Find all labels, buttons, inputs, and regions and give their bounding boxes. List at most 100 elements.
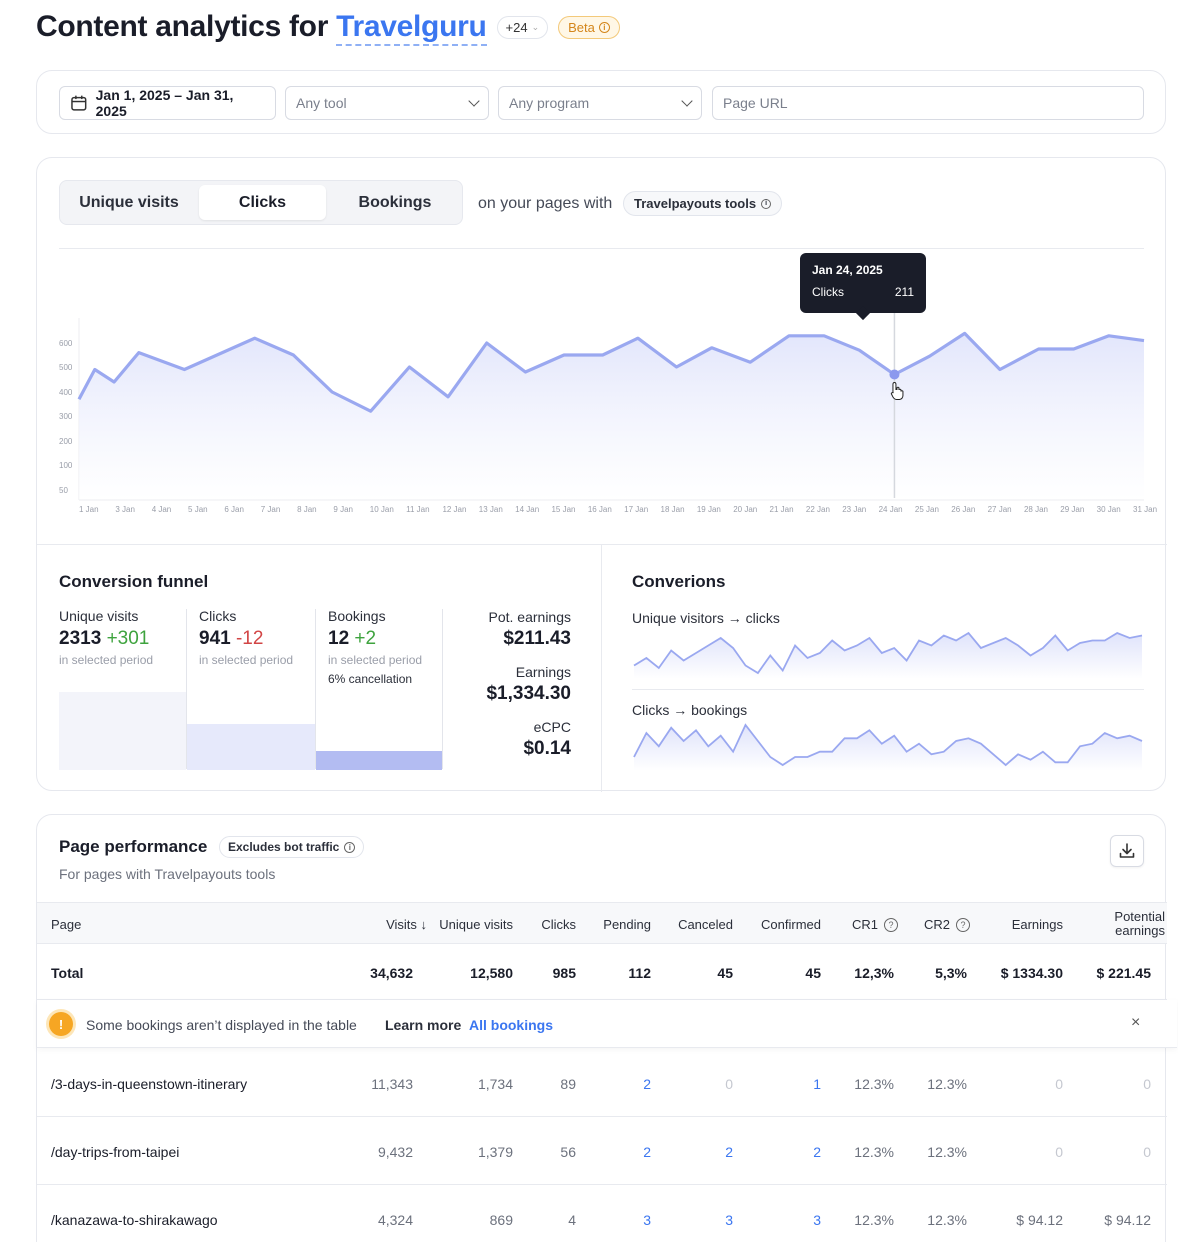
bot-traffic-pill[interactable]: Excludes bot traffic i [219,836,365,858]
row-page-link[interactable]: /kanazawa-to-shirakawago [51,1212,218,1228]
x-tick-label: 26 Jan [951,505,975,514]
x-tick-label: 10 Jan [370,505,394,514]
tab-unique-visits[interactable]: Unique visits [79,193,179,211]
ecpc-value: $0.14 [523,738,571,759]
col-clicks[interactable]: Clicks [541,917,576,932]
tooltip-value: 211 [894,285,914,299]
all-bookings-link[interactable]: All bookings [469,1017,553,1033]
download-button[interactable] [1110,835,1144,867]
pot-earnings-label: Pot. earnings [488,609,572,625]
col-cr1-label: CR1 [852,917,879,932]
tab-bookings[interactable]: Bookings [358,193,432,211]
program-select[interactable]: Any program [498,86,702,120]
x-tick-label: 5 Jan [188,505,208,514]
warning-icon: ! [49,1012,73,1036]
col-visits[interactable]: Visits ↓ [386,917,427,932]
learn-more-link[interactable]: Learn more [385,1017,462,1033]
row-visits: 11,343 [371,1076,413,1092]
total-row: Total 34,632 12,580 985 112 45 45 12,3% … [37,945,1167,1000]
x-tick-label: 24 Jan [879,505,903,514]
funnel-bookings-value: 12 +2 [328,628,422,650]
sparkline-line [633,631,1143,675]
funnel-title: Conversion funnel [59,572,209,591]
hover-point[interactable] [889,369,900,380]
tool-select[interactable]: Any tool [285,86,489,120]
brand-selector[interactable]: Travelguru [336,10,487,46]
x-tick-label: 15 Jan [551,505,575,514]
col-cr1[interactable]: CR1? [852,917,899,932]
funnel-visits-value: 2313 +301 [59,628,153,650]
tooltip-date: Jan 24, 2025 [812,263,883,277]
table-row[interactable]: /day-trips-from-taipei 9,432 1,379 56 2 … [37,1117,1167,1185]
page-url-input[interactable]: Page URL [712,86,1144,120]
help-icon[interactable]: ? [884,917,899,932]
row-pending[interactable]: 3 [643,1212,651,1228]
table-row[interactable]: /3-days-in-queenstown-itinerary 11,343 1… [37,1049,1167,1117]
row-earnings: 0 [1055,1076,1063,1092]
row-page-link[interactable]: /3-days-in-queenstown-itinerary [51,1076,248,1092]
more-sites-badge[interactable]: +24 ⌄ [496,15,549,39]
tools-pill[interactable]: Travelpayouts tools i [623,191,783,216]
visits-value: 2313 [59,628,102,649]
earnings: Earnings $1,334.30 [457,664,571,705]
performance-subtitle: For pages with Travelpayouts tools [59,866,276,882]
col-potential-earnings[interactable]: Potential earnings [1114,909,1165,938]
divider [315,609,316,769]
row-earnings: $ 94.12 [1016,1212,1063,1228]
info-icon[interactable]: i [598,21,610,33]
row-page-link[interactable]: /day-trips-from-taipei [51,1144,180,1160]
row-cr2: 12.3% [927,1076,967,1092]
performance-title: Page performance [59,837,208,856]
earnings-value: $1,334.30 [486,683,571,704]
col-unique-visits[interactable]: Unique visits [439,917,513,932]
row-cr1: 12.3% [854,1144,894,1160]
row-canceled[interactable]: 3 [725,1212,733,1228]
total-canceled: 45 [717,965,733,981]
x-tick-label: 8 Jan [297,505,317,514]
row-confirmed[interactable]: 2 [813,1144,821,1160]
funnel-bookings-label: Bookings [328,608,386,624]
pointer-cursor-icon [890,381,904,400]
page-title: Content analytics for Travelguru [36,10,487,46]
x-tick-label: 9 Jan [333,505,353,514]
earnings-label: Earnings [515,664,571,680]
sparkline-line [633,723,1143,767]
col-canceled[interactable]: Canceled [678,917,733,932]
col-confirmed[interactable]: Confirmed [761,917,821,932]
row-potential-earnings: 0 [1143,1076,1151,1092]
pot-earnings-value: $211.43 [503,628,571,649]
clicks-chart[interactable]: 50 100 200 300 400 500 600 1 Jan 3 Jan 4 Jan 5 Jan… [37,248,1167,538]
col-cr2[interactable]: CR2? [924,917,971,932]
date-range-picker[interactable]: Jan 1, 2025 – Jan 31, 2025 [59,86,276,120]
divider [632,689,1144,690]
table-row[interactable]: /kanazawa-to-shirakawago 4,324 869 4 3 3… [37,1185,1167,1242]
col-earnings[interactable]: Earnings [1011,917,1063,932]
x-tick-label: 14 Jan [515,505,539,514]
x-tick-label: 29 Jan [1060,505,1084,514]
bot-traffic-label: Excludes bot traffic [228,840,340,854]
row-pending[interactable]: 2 [643,1144,651,1160]
row-potential-earnings: 0 [1143,1144,1151,1160]
row-confirmed[interactable]: 1 [813,1076,821,1092]
cancellation-note: 6% cancellation [328,672,413,686]
clicks-delta: -12 [235,628,264,649]
row-canceled[interactable]: 2 [725,1144,733,1160]
bookings-sub: in selected period [328,653,423,667]
visitors-to-clicks-sparkline [633,631,1143,679]
x-tick-label: 23 Jan [842,505,866,514]
total-earnings: $ 1334.30 [1000,965,1063,981]
pot-earnings: Pot. earnings $211.43 [457,609,572,650]
x-tick-label: 28 Jan [1024,505,1048,514]
row-pending[interactable]: 2 [643,1076,651,1092]
close-icon[interactable]: × [1131,1014,1141,1031]
x-tick-label: 25 Jan [915,505,939,514]
funnel-clicks: Clicks 941 -12 in selected period [199,608,293,667]
tab-clicks[interactable]: Clicks [199,185,326,220]
funnel-bar-bookings [316,751,442,770]
divider [37,544,1167,545]
row-confirmed[interactable]: 3 [813,1212,821,1228]
title-prefix: Content analytics for [36,10,329,43]
help-icon[interactable]: ? [956,917,971,932]
col-page[interactable]: Page [51,917,82,932]
col-pending[interactable]: Pending [603,917,651,932]
